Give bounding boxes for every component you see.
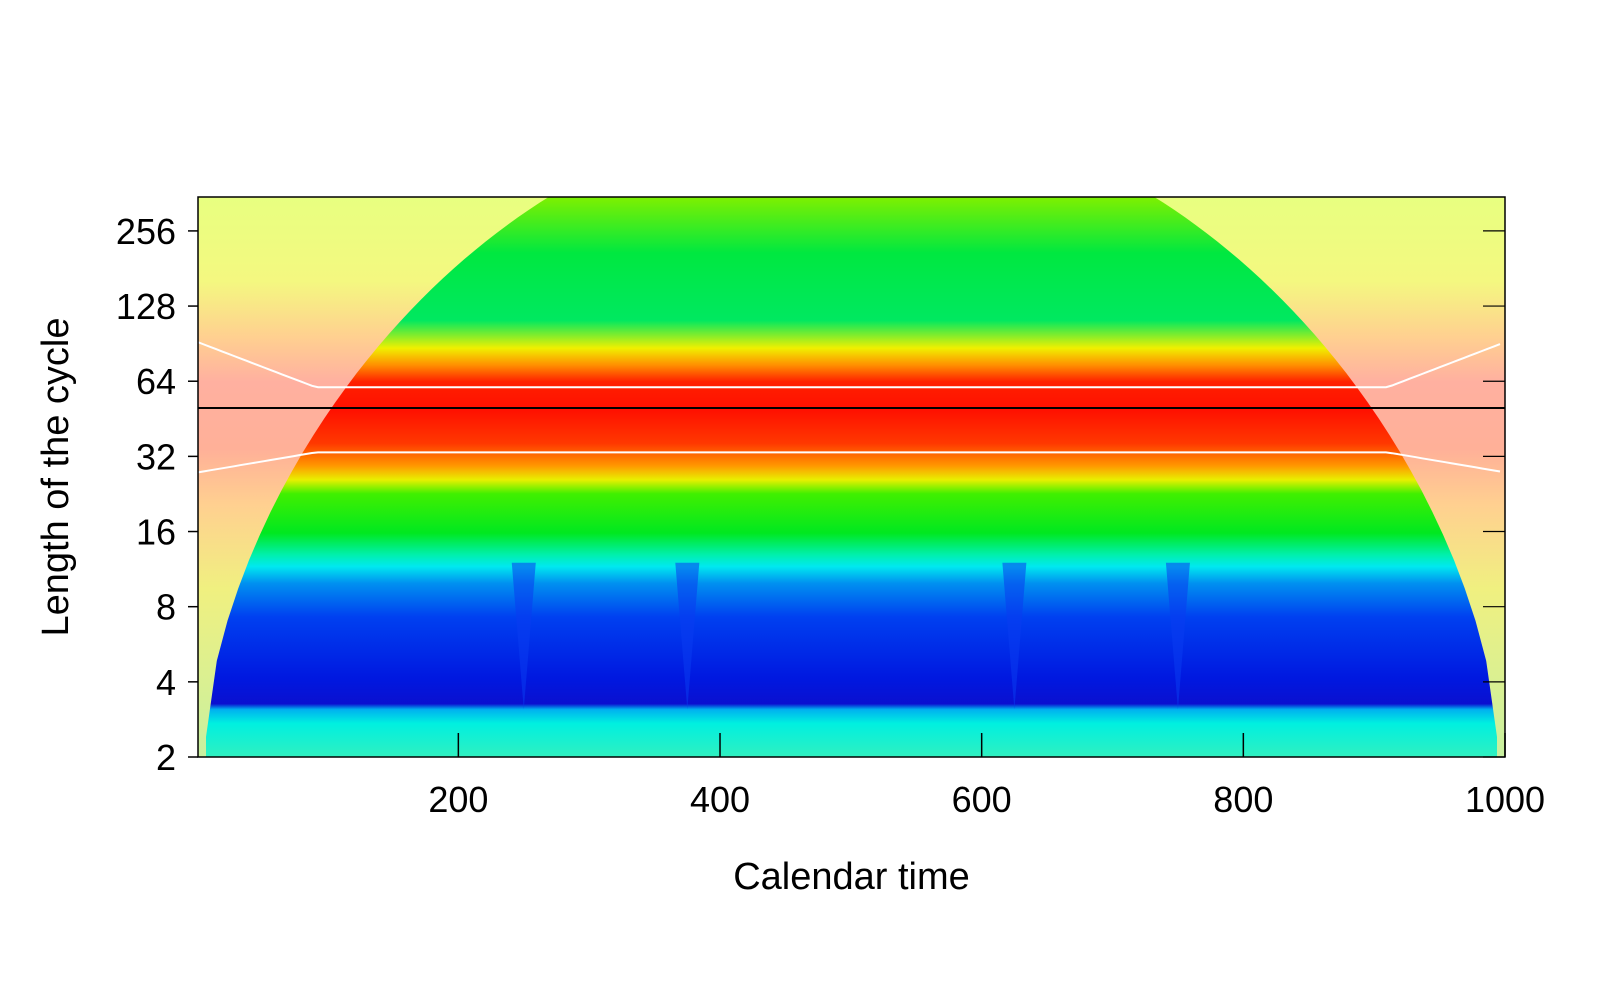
y-tick-label: 128 [116,286,176,327]
y-tick-label: 8 [156,587,176,628]
x-axis-title: Calendar time [733,856,970,898]
vertical-streaks [511,562,1190,710]
y-axis: 2 4 8 16 32 64 128 256 [116,211,1505,778]
significance-contour-upper [198,341,1501,389]
x-tick-label: 1000 [1465,779,1545,820]
streak-1 [511,562,536,710]
streak-2 [675,562,700,710]
x-tick-label: 200 [428,779,488,820]
significance-contour-lower [198,451,1501,474]
y-tick-label: 64 [136,361,176,402]
y-axis-title: Length of the cycle [35,318,77,637]
x-tick-label: 800 [1213,779,1273,820]
y-tick-label: 2 [156,737,176,778]
y-tick-label: 256 [116,211,176,252]
x-tick-label: 400 [690,779,750,820]
y-tick-label: 4 [156,662,176,703]
x-tick-label: 600 [952,779,1012,820]
streak-4 [1165,562,1190,710]
plot-frame [197,196,1506,758]
y-tick-label: 32 [136,436,176,477]
y-tick-label: 16 [136,512,176,553]
heatmap-area [198,197,1505,757]
x-axis: 200 400 600 800 1000 [428,733,1545,820]
streak-3 [1002,562,1027,710]
